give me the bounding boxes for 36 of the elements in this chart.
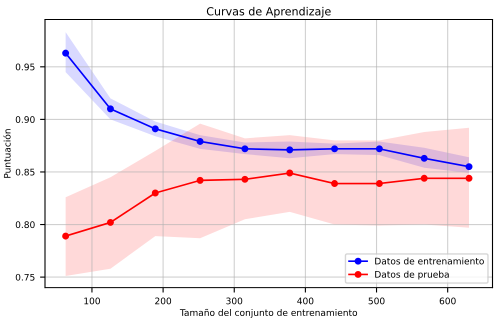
point — [331, 180, 338, 187]
y-tick-label: 0.75 — [16, 274, 34, 281]
point — [196, 176, 204, 184]
point — [331, 145, 338, 152]
point — [152, 125, 159, 132]
point — [376, 145, 383, 152]
x-tick-label: 400 — [297, 298, 314, 304]
x-tick-label: 500 — [368, 298, 385, 304]
point — [62, 50, 70, 57]
y-tick-label: 0.80 — [16, 221, 35, 228]
point — [241, 145, 248, 152]
point — [286, 146, 294, 154]
chart-title: Curvas de Aprendizaje — [206, 6, 331, 18]
x-axis-title: Tamaño del conjunto de entrenamiento — [180, 308, 358, 318]
point — [376, 180, 383, 187]
legend-label: Datos de prueba — [375, 270, 449, 280]
point — [106, 105, 114, 112]
y-axis-title: Puntuación — [3, 129, 11, 178]
point — [196, 138, 204, 145]
legend-label: Datos de entrenamiento — [375, 258, 484, 264]
point — [106, 218, 114, 226]
x-tick-label: 200 — [155, 298, 172, 304]
y-tick-label: 0.95 — [16, 64, 34, 70]
x-tick-label: 300 — [226, 298, 242, 304]
point — [466, 174, 472, 182]
x-tick-label: 100 — [84, 298, 100, 304]
point — [466, 163, 472, 170]
point — [152, 190, 159, 196]
point — [241, 176, 248, 183]
y-tick-label: 0.85 — [16, 168, 34, 176]
point — [286, 170, 294, 176]
x-tick-label: 600 — [440, 298, 456, 304]
y-tick-label: 0.90 — [16, 116, 35, 123]
point — [420, 174, 428, 182]
point — [420, 154, 428, 162]
point — [62, 232, 70, 240]
